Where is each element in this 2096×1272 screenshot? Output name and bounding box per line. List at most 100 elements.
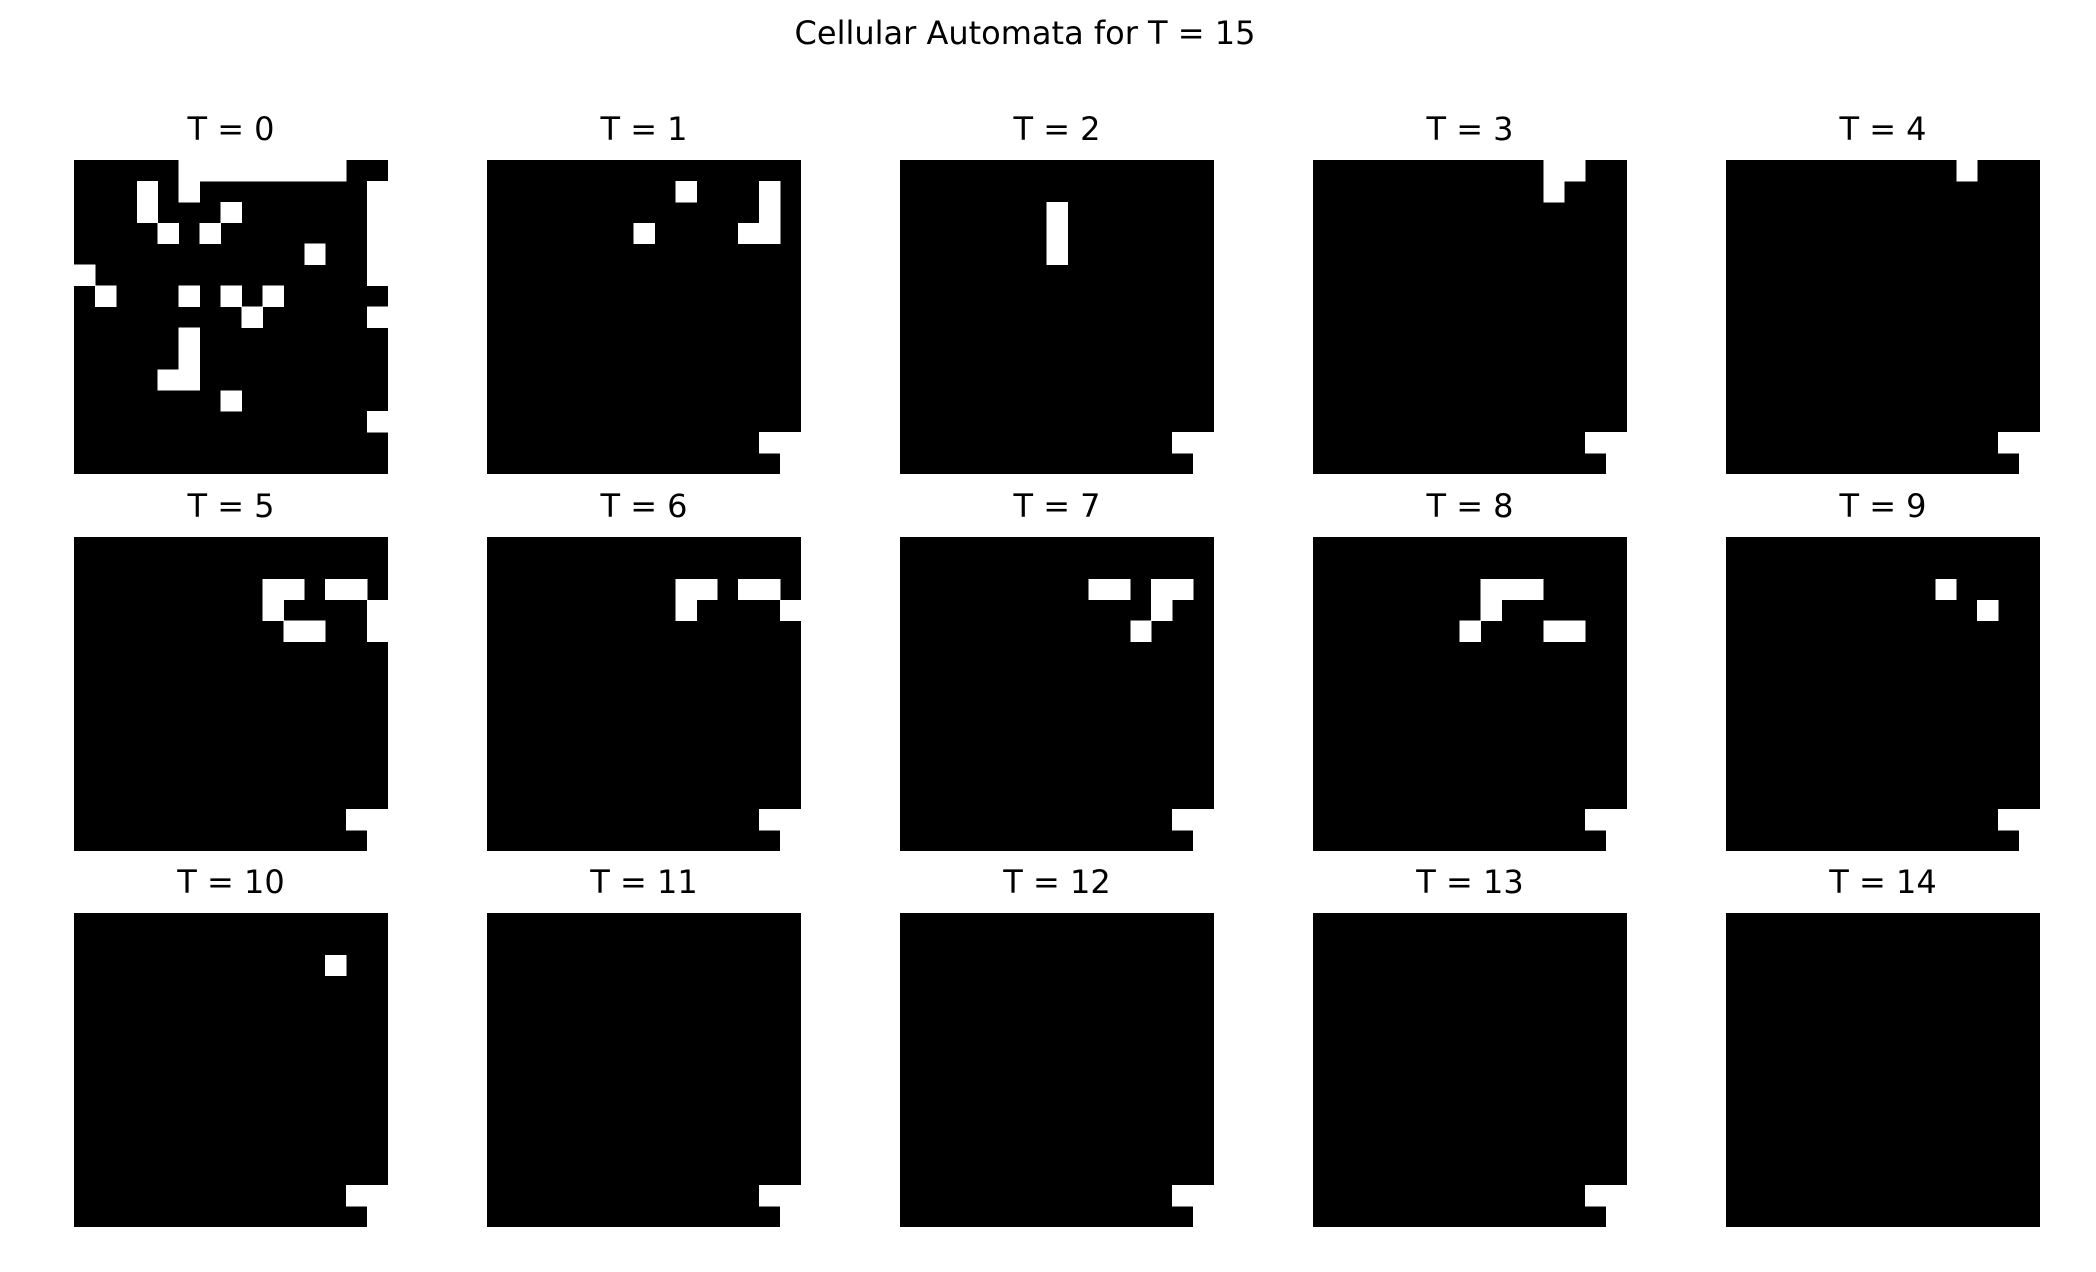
alive-cell	[738, 222, 760, 245]
panel-title: T = 6	[600, 487, 688, 525]
alive-cell	[1193, 453, 1214, 474]
alive-cell	[1585, 809, 1607, 831]
alive-cell	[178, 348, 201, 370]
alive-cell	[1956, 160, 1978, 182]
alive-cell	[304, 243, 326, 266]
alive-cell	[367, 243, 388, 266]
panel-title: T = 14	[1829, 863, 1937, 901]
ca-grid	[74, 913, 388, 1227]
alive-cell	[1046, 222, 1068, 245]
panel-title: T = 3	[1426, 110, 1514, 148]
alive-cell	[262, 578, 284, 601]
alive-cell	[1935, 578, 1957, 601]
alive-cell	[1585, 1185, 1607, 1207]
alive-cell	[1998, 809, 2020, 831]
alive-cell	[780, 599, 801, 622]
alive-cell	[1130, 620, 1152, 643]
panel-title: T = 13	[1416, 863, 1524, 901]
alive-cell	[220, 390, 242, 412]
alive-cell	[220, 285, 242, 307]
alive-cell	[1522, 578, 1544, 601]
alive-cell	[675, 578, 697, 601]
alive-cell	[1109, 578, 1131, 601]
panel-title: T = 12	[1003, 863, 1111, 901]
panel-title: T = 10	[177, 863, 285, 901]
alive-cell	[367, 620, 388, 643]
alive-cell	[1459, 620, 1481, 643]
alive-cell	[759, 1185, 781, 1207]
alive-cell	[1172, 1185, 1194, 1207]
ca-grid	[74, 537, 388, 851]
ca-grid	[1726, 160, 2040, 474]
alive-cell	[220, 160, 242, 182]
panel-title: T = 1	[600, 110, 688, 148]
alive-cell	[220, 201, 242, 224]
alive-cell	[759, 809, 781, 831]
alive-cell	[367, 1206, 388, 1227]
alive-cell	[283, 160, 305, 182]
alive-cell	[1606, 809, 1627, 831]
alive-cell	[780, 1206, 801, 1227]
alive-cell	[1543, 180, 1565, 203]
alive-cell	[1606, 1185, 1627, 1207]
alive-cell	[367, 264, 388, 287]
alive-cell	[262, 285, 284, 307]
alive-cell	[2019, 432, 2040, 454]
alive-cell	[136, 201, 159, 224]
alive-cell	[367, 180, 388, 203]
alive-cell	[178, 285, 201, 307]
alive-cell	[1585, 432, 1607, 454]
alive-cell	[178, 180, 201, 203]
ca-grid	[74, 160, 388, 474]
alive-cell	[262, 160, 284, 182]
grid-background	[1313, 537, 1627, 851]
alive-cell	[1564, 160, 1586, 182]
grid-background	[487, 160, 801, 474]
panel-title: T = 8	[1426, 487, 1514, 525]
alive-cell	[283, 578, 305, 601]
alive-cell	[1977, 599, 1999, 622]
alive-cell	[94, 285, 117, 307]
grid-background	[1313, 913, 1627, 1227]
alive-cell	[178, 160, 201, 182]
alive-cell	[283, 620, 305, 643]
ca-grid	[1726, 913, 2040, 1227]
alive-cell	[1088, 578, 1110, 601]
alive-cell	[1480, 578, 1502, 601]
alive-cell	[1193, 1206, 1214, 1227]
ca-grid	[900, 160, 1214, 474]
alive-cell	[199, 222, 221, 245]
alive-cell	[1998, 432, 2020, 454]
alive-cell	[1046, 243, 1068, 266]
alive-cell	[1606, 432, 1627, 454]
alive-cell	[74, 264, 96, 287]
alive-cell	[1606, 453, 1627, 474]
alive-cell	[1543, 620, 1565, 643]
alive-cell	[780, 1185, 801, 1207]
alive-cell	[2019, 453, 2040, 474]
alive-cell	[304, 160, 326, 182]
panel-title: T = 5	[187, 487, 275, 525]
ca-grid	[487, 160, 801, 474]
alive-cell	[633, 222, 655, 245]
alive-cell	[241, 306, 263, 328]
alive-cell	[367, 1185, 388, 1207]
alive-cell	[367, 306, 388, 328]
alive-cell	[325, 160, 347, 182]
alive-cell	[346, 1185, 368, 1207]
figure-title: Cellular Automata for T = 15	[794, 14, 1256, 52]
alive-cell	[1172, 432, 1194, 454]
alive-cell	[1501, 578, 1523, 601]
alive-cell	[304, 620, 326, 643]
grid-background	[1313, 160, 1627, 474]
alive-cell	[759, 578, 781, 601]
alive-cell	[1193, 809, 1214, 831]
alive-cell	[2019, 809, 2040, 831]
grid-background	[487, 913, 801, 1227]
alive-cell	[780, 432, 801, 454]
alive-cell	[780, 830, 801, 851]
panel-title: T = 9	[1839, 487, 1927, 525]
alive-cell	[1543, 160, 1565, 182]
alive-cell	[1606, 1206, 1627, 1227]
alive-cell	[367, 809, 388, 831]
